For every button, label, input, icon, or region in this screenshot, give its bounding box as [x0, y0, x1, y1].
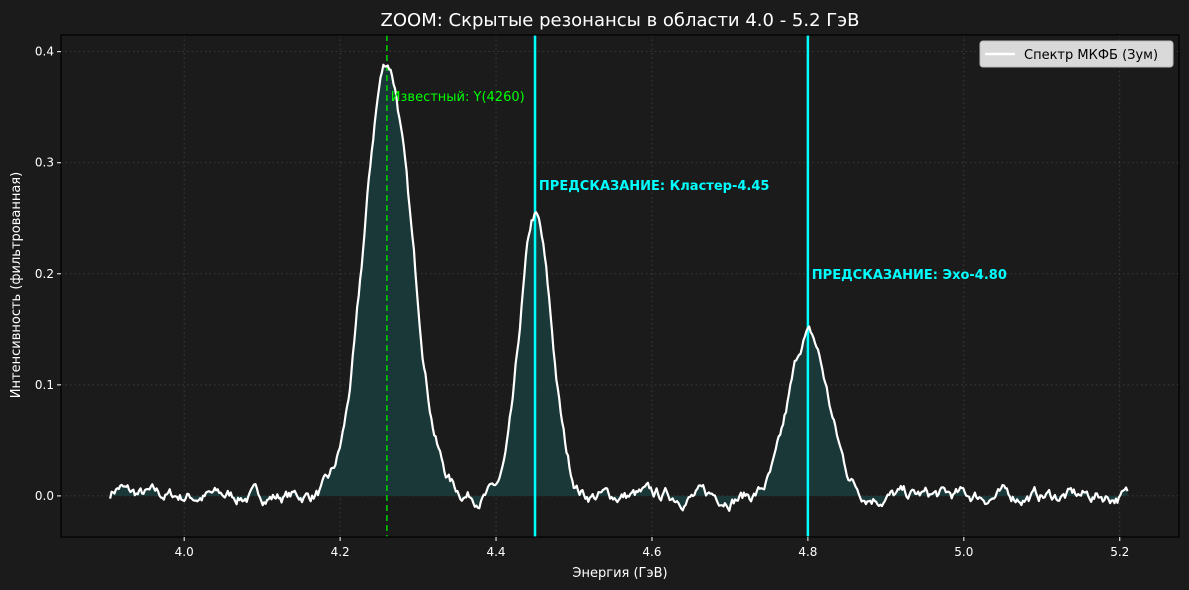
y-axis: 0.0 0.1 0.2 0.3 0.4: [35, 45, 61, 503]
y-tick-label: 0.1: [35, 378, 54, 392]
x-tick-label: 4.6: [642, 545, 661, 559]
y-tick-label: 0.3: [35, 156, 54, 170]
y-tick-label: 0.0: [35, 489, 54, 503]
known-resonance-label: Известный: Y(4260): [391, 90, 525, 105]
x-tick-label: 4.2: [331, 545, 350, 559]
x-tick-label: 4.4: [486, 545, 505, 559]
x-axis-label: Энергия (ГэВ): [572, 566, 667, 581]
plot-frame: [60, 34, 1180, 538]
x-tick-label: 4.0: [175, 545, 194, 559]
legend: Спектр МКФБ (Зум): [979, 40, 1174, 68]
annotations: Известный: Y(4260) ПРЕДСКАЗАНИЕ: Кластер-…: [391, 90, 1007, 283]
reference-lines: [386, 35, 810, 537]
y-tick-label: 0.4: [35, 45, 54, 59]
x-tick-label: 5.2: [1110, 545, 1129, 559]
prediction-label: ПРЕДСКАЗАНИЕ: Эхо-4.80: [812, 268, 1007, 283]
x-tick-label: 5.0: [954, 545, 973, 559]
legend-box: [979, 40, 1174, 68]
chart-title: ZOOM: Скрытые резонансы в области 4.0 - …: [381, 10, 860, 31]
y-tick-label: 0.2: [35, 267, 54, 281]
spectrum-line: [109, 63, 1129, 512]
spectrum-fill: [110, 64, 1128, 511]
x-tick-label: 4.8: [798, 545, 817, 559]
prediction-label: ПРЕДСКАЗАНИЕ: Кластер-4.45: [539, 179, 770, 194]
y-axis-label: Интенсивность (фильтрованная): [9, 172, 24, 398]
x-axis: 4.0 4.2 4.4 4.6 4.8 5.0 5.2: [175, 537, 1129, 559]
legend-label: Спектр МКФБ (Зум): [1024, 48, 1158, 63]
